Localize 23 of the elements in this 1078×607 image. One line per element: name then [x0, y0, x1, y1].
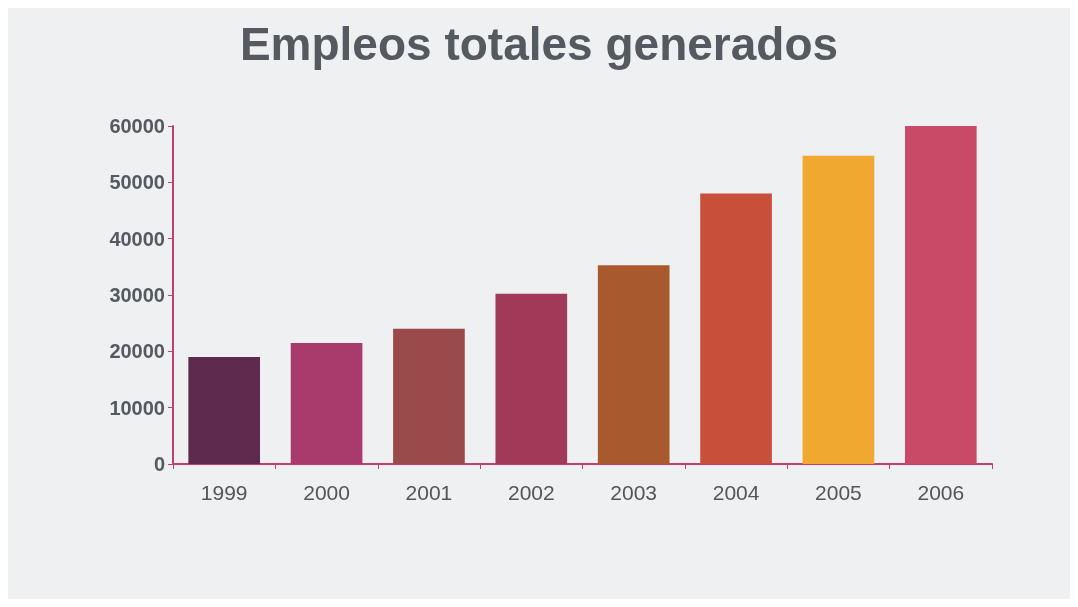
chart-title: Empleos totales generados [239, 18, 839, 70]
y-tick-label: 60000 [109, 115, 165, 137]
bar [290, 342, 363, 464]
bar [393, 328, 465, 464]
x-tick-label: 2000 [303, 481, 350, 504]
x-tick-label: 2004 [712, 481, 760, 504]
y-tick-label: 0 [153, 453, 165, 475]
y-tick-label: 30000 [109, 284, 165, 306]
x-tick-label: 2002 [507, 481, 555, 504]
x-tick-label: 1999 [200, 481, 248, 504]
bar [700, 193, 772, 464]
bar [495, 293, 568, 464]
x-tick-label: 2003 [610, 481, 658, 504]
y-tick-label: 40000 [109, 227, 165, 250]
y-tick-label: 10000 [109, 396, 165, 419]
bar [597, 265, 670, 464]
bar [188, 356, 261, 464]
y-tick-label: 20000 [109, 340, 165, 363]
bar [802, 155, 875, 464]
y-tick-label: 50000 [109, 171, 165, 194]
x-tick-label: 2005 [815, 481, 862, 504]
x-tick-label: 2001 [405, 481, 453, 504]
x-tick-label: 2006 [917, 481, 965, 504]
